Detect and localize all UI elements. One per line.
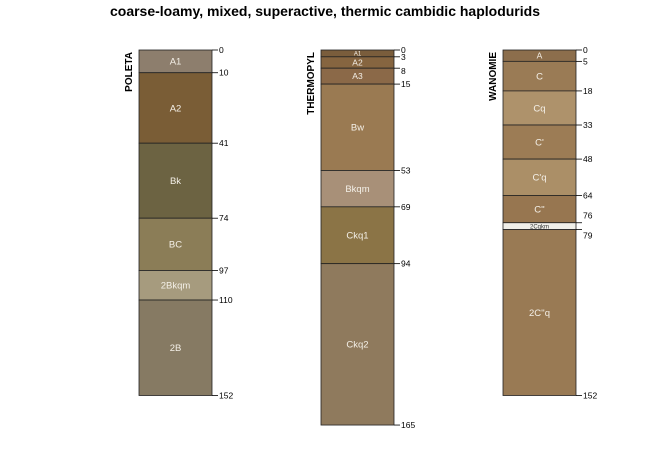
depth-label: 33 <box>583 120 593 130</box>
profile-name: POLETA <box>124 52 135 92</box>
horizon-label: Bkqm <box>345 184 369 195</box>
horizon-label: 2Bkqm <box>161 281 191 292</box>
chart-title: coarse-loamy, mixed, superactive, thermi… <box>109 3 540 19</box>
depth-label: 8 <box>401 66 406 76</box>
profile-poleta: A1 A2 Bk BC 2Bkqm 2B 0 10 41 74 97 110 152 POLETA <box>124 45 233 400</box>
depth-label: 5 <box>583 56 588 66</box>
horizon-thermopyl-6 <box>320 263 395 426</box>
depth-label: 0 <box>401 45 406 55</box>
depth-label: 79 <box>583 231 593 241</box>
profile-name: THERMOPYL <box>306 52 317 115</box>
horizon-label: C'' <box>534 204 545 215</box>
depth-label: 15 <box>401 79 411 89</box>
horizon-label: A <box>537 51 543 61</box>
horizon-label: A2 <box>170 103 182 114</box>
horizon-label: Bk <box>170 176 181 187</box>
depth-label: 0 <box>219 45 224 55</box>
horizon-thermopyl-3 <box>320 83 395 171</box>
depth-label: 18 <box>583 86 593 96</box>
horizon-wanomie-3 <box>502 124 577 160</box>
depth-label: 97 <box>219 265 229 275</box>
depth-label: 74 <box>219 213 229 223</box>
horizon-wanomie-1 <box>502 60 577 92</box>
horizon-label: BC <box>169 240 182 251</box>
profile-name: WANOMIE <box>488 52 499 101</box>
depth-label: 110 <box>219 295 233 305</box>
horizon-label: 2Cqkm <box>530 224 549 230</box>
horizon-label: 2C''q <box>529 308 550 319</box>
depth-label: 152 <box>219 390 233 400</box>
horizon-label: Cq <box>533 103 545 114</box>
horizon-poleta-5 <box>138 299 213 396</box>
horizon-poleta-1 <box>138 72 213 144</box>
depth-label: 76 <box>583 211 593 221</box>
horizon-wanomie-5 <box>502 195 577 224</box>
depth-label: 0 <box>583 45 588 55</box>
depth-label: 41 <box>219 138 229 148</box>
depth-label: 165 <box>401 420 415 430</box>
depth-label: 152 <box>583 390 597 400</box>
horizon-thermopyl-4 <box>320 170 395 208</box>
horizon-label: Ckq1 <box>346 231 368 242</box>
horizon-thermopyl-5 <box>320 206 395 265</box>
horizon-label: Ckq2 <box>346 340 368 351</box>
horizon-label: Bw <box>351 123 364 134</box>
horizon-label: C' <box>535 137 544 148</box>
depth-label: 3 <box>401 52 406 62</box>
depth-label: 48 <box>583 154 593 164</box>
depth-label: 53 <box>401 165 411 175</box>
depth-label: 10 <box>219 68 229 78</box>
depth-label: 69 <box>401 202 411 212</box>
depth-label: 64 <box>583 190 593 200</box>
horizon-label: C <box>536 71 543 82</box>
horizon-wanomie-4 <box>502 158 577 196</box>
horizon-label: C'q <box>533 173 547 184</box>
horizon-wanomie-7 <box>502 229 577 396</box>
horizon-label: A2 <box>352 57 363 67</box>
profile-wanomie: AC Cq C' C'q C'' 2Cqkm 2C''q 05 18 33 48 64 76 79 152 W… <box>488 45 597 400</box>
horizon-label: A1 <box>170 57 182 68</box>
horizon-label: 2B <box>170 343 182 354</box>
horizon-label: A3 <box>352 71 363 81</box>
horizon-poleta-2 <box>138 142 213 219</box>
depth-label: 94 <box>401 259 411 269</box>
horizon-wanomie-2 <box>502 90 577 126</box>
horizon-label: A1 <box>354 52 362 58</box>
